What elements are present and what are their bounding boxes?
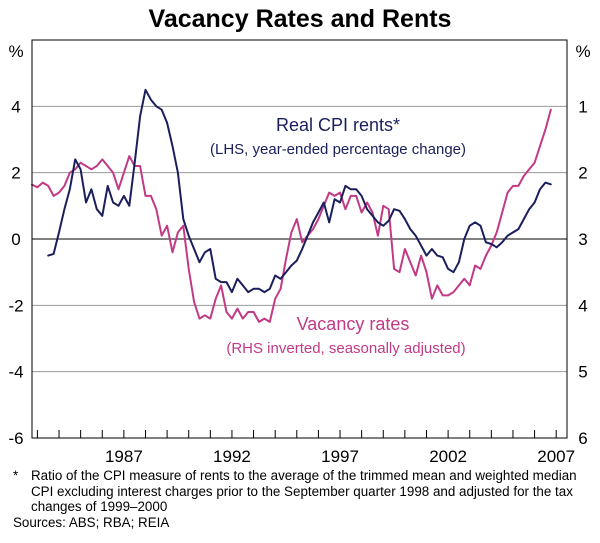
x-axis-tick-label: 1997	[321, 447, 359, 466]
left-axis-tick-label: 0	[11, 230, 20, 249]
right-axis-tick-label: 4	[578, 296, 587, 315]
right-axis-tick-label: 2	[578, 164, 587, 183]
rents-series-label: Real CPI rents*	[276, 115, 400, 135]
left-axis-tick-label: -6	[8, 429, 23, 448]
plot-frame	[31, 39, 568, 439]
left-axis-tick-label: 4	[11, 97, 20, 116]
real-cpi-rents-line	[47, 88, 552, 294]
x-axis-tick-label: 1987	[105, 447, 143, 466]
right-axis-unit: %	[575, 42, 590, 61]
x-axis-labels: 1987 1992 1997 2002 2007	[105, 447, 575, 466]
vacancy-rates-rents-chart: Vacancy Rates and Rents % % 4 2 0 -2 -4 -6 1 2…	[8, 5, 590, 466]
right-axis-tick-label: 6	[578, 429, 587, 448]
x-axis-tick-label: 1992	[213, 447, 251, 466]
left-axis-unit: %	[8, 42, 23, 61]
right-axis-tick-label: 1	[578, 97, 587, 116]
footnote-marker: *	[13, 468, 19, 483]
right-axis-tick-label: 5	[578, 363, 587, 382]
left-axis-tick-label: 2	[11, 164, 20, 183]
x-axis-tick-label: 2002	[429, 447, 467, 466]
vacancy-series-label: Vacancy rates	[297, 314, 410, 334]
vacancy-series-sublabel: (RHS inverted, seasonally adjusted)	[226, 340, 465, 357]
series-lines	[31, 88, 552, 323]
left-axis-labels: 4 2 0 -2 -4 -6	[8, 97, 23, 448]
sources-line: Sources: ABS; RBA; REIA	[13, 514, 170, 530]
vacancy-rates-line	[31, 108, 552, 323]
gridlines	[32, 105, 567, 373]
right-axis-tick-label: 3	[578, 230, 587, 249]
rents-series-sublabel: (LHS, year-ended percentage change)	[210, 141, 466, 158]
footnote-block: * Ratio of the CPI measure of rents to t…	[13, 468, 598, 530]
x-tick-marks	[36, 430, 557, 438]
left-axis-tick-label: -2	[8, 296, 23, 315]
left-axis-tick-label: -4	[8, 363, 23, 382]
x-axis-tick-label: 2007	[537, 447, 575, 466]
footnote-text: Ratio of the CPI measure of rents to the…	[31, 468, 577, 515]
chart-title: Vacancy Rates and Rents	[149, 5, 452, 33]
right-axis-labels: 1 2 3 4 5 6	[578, 97, 587, 448]
